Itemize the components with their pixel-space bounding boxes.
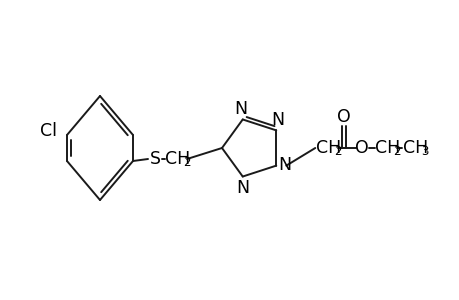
- Text: Cl: Cl: [40, 122, 57, 140]
- Text: S: S: [149, 150, 160, 168]
- Text: O: O: [355, 139, 368, 157]
- Text: N: N: [271, 111, 284, 129]
- Text: 2: 2: [334, 145, 341, 158]
- Text: CH: CH: [316, 139, 341, 157]
- Text: N: N: [235, 178, 249, 196]
- Text: CH: CH: [165, 150, 190, 168]
- Text: CH: CH: [403, 139, 428, 157]
- Text: CH: CH: [375, 139, 400, 157]
- Text: N: N: [234, 100, 247, 118]
- Text: O: O: [336, 108, 350, 126]
- Text: 2: 2: [392, 145, 400, 158]
- Text: 2: 2: [183, 156, 190, 169]
- Text: N: N: [278, 156, 291, 174]
- Text: 3: 3: [420, 145, 428, 158]
